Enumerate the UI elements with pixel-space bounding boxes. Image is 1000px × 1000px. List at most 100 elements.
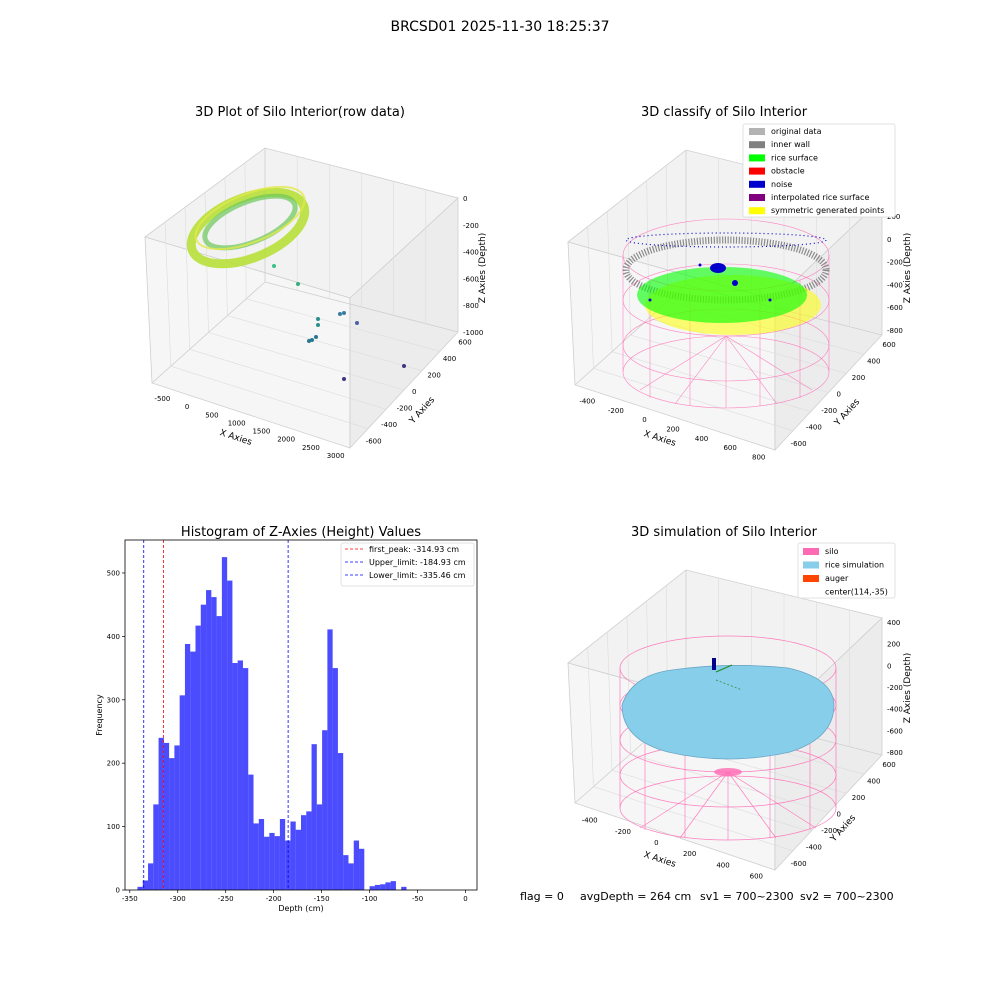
sim-y-tick: 200 <box>852 794 865 802</box>
histogram-bar <box>316 804 323 890</box>
raw-outlier <box>402 364 406 368</box>
raw-x-tick: 2000 <box>277 436 295 444</box>
cls-z-tick: -200 <box>887 259 903 267</box>
histogram-bar <box>327 629 333 890</box>
cls-x-tick: 0 <box>642 416 646 424</box>
histogram-bar <box>322 730 328 890</box>
raw-z-tick: -800 <box>463 302 479 310</box>
legend-swatch <box>803 548 819 555</box>
y-tick-label: 200 <box>107 760 120 768</box>
legend-label: Upper_limit: -184.93 cm <box>369 558 466 567</box>
x-tick-label: -100 <box>362 895 378 903</box>
raw-y-tick: 0 <box>412 388 416 396</box>
y-tick-label: 100 <box>107 823 120 831</box>
sim-x-tick: -400 <box>582 817 598 825</box>
panel-sim-title: 3D simulation of Silo Interior <box>631 525 818 540</box>
histogram-bar <box>211 597 217 890</box>
raw-z-ticks: 0 -200 -400 -600 -800 -1000 <box>463 195 483 337</box>
legend-swatch <box>749 141 765 149</box>
x-tick-label: -150 <box>314 895 330 903</box>
histogram-bars <box>137 557 407 890</box>
raw-y-tick: -200 <box>397 405 413 413</box>
histogram-bar <box>279 818 286 890</box>
histogram-bar <box>148 863 154 890</box>
classify-legend: original data inner wall rice surface obsta… <box>742 123 896 218</box>
cls-y-tick: -400 <box>806 423 822 431</box>
raw-x-tick: 1000 <box>228 419 246 427</box>
histogram-bar <box>137 886 143 890</box>
histogram-bar <box>274 836 280 890</box>
sim-y-tick: 400 <box>867 778 880 786</box>
legend-swatch <box>749 194 765 201</box>
histogram-bar <box>169 758 175 890</box>
histogram-bar <box>290 821 296 890</box>
histogram-bar <box>385 882 391 890</box>
raw-y-tick: -600 <box>366 438 382 446</box>
cls-y-tick: 600 <box>882 341 895 349</box>
legend-label: Lower_limit: -335.46 cm <box>369 571 466 580</box>
histogram-bar <box>264 836 270 890</box>
histogram-bar <box>206 590 212 890</box>
cls-z-tick: -800 <box>887 327 903 335</box>
sim-silo-bottom-center <box>714 768 742 776</box>
histogram-bar <box>369 886 375 890</box>
panel-histogram: Histogram of Z-Axies (Height) Values -35… <box>95 525 478 913</box>
sim-z-tick: -600 <box>887 727 903 735</box>
raw-outlier <box>296 282 300 286</box>
raw-y-tick: 200 <box>427 371 440 379</box>
histogram-title: Histogram of Z-Axies (Height) Values <box>181 525 421 540</box>
raw-z-tick: -400 <box>463 249 479 257</box>
raw-outlier <box>342 311 346 315</box>
raw-outlier <box>314 335 318 339</box>
histogram-bar <box>158 737 164 890</box>
legend-label: rice surface <box>771 153 818 162</box>
histogram-bar <box>184 643 191 890</box>
sim-x-tick: 400 <box>716 861 729 869</box>
raw-y-tick: 600 <box>458 338 471 346</box>
legend-label: silo <box>825 547 839 556</box>
cls-x-tick: -400 <box>579 398 595 406</box>
sim-z-tick: -800 <box>887 749 903 757</box>
histogram-bar <box>374 884 381 890</box>
cls-y-tick: 400 <box>867 358 880 366</box>
y-tick-label: 500 <box>107 569 120 577</box>
classify-z-ticks: 2000-200-400-600-800 <box>887 213 903 335</box>
classify-rice-surface <box>637 267 807 323</box>
raw-outlier <box>307 339 311 343</box>
sim-x-tick: 200 <box>683 850 696 858</box>
raw-outlier <box>316 323 320 327</box>
cls-x-tick: 600 <box>723 444 736 452</box>
histogram-bar <box>195 625 201 890</box>
raw-x-tick: 2500 <box>302 444 320 452</box>
legend-label: symmetric generated points <box>771 206 884 215</box>
sim-y-tick: 600 <box>882 761 895 769</box>
sim-legend: silo rice simulation auger center(114,-35) <box>797 542 896 599</box>
histogram-bar <box>311 744 317 890</box>
classify-noise-points <box>648 263 772 302</box>
histogram-bar <box>337 753 344 890</box>
histogram-bar <box>237 660 243 890</box>
histogram-bar <box>359 848 365 890</box>
raw-x-label: X Axies <box>218 428 253 448</box>
cls-z-tick: 0 <box>887 236 891 244</box>
sim-x-label: X Axies <box>642 850 677 870</box>
footer-avg-depth: avgDepth = 264 cm <box>580 890 691 903</box>
histogram-y-label: Frequency <box>95 694 104 736</box>
raw-outlier <box>355 321 359 325</box>
legend-swatch <box>749 167 765 175</box>
classify-z-label: Z Axies (Depth) <box>903 233 913 304</box>
legend-label: original data <box>771 127 822 136</box>
raw-point-cloud <box>186 185 406 381</box>
histogram-bar <box>332 668 338 890</box>
histogram-bar <box>348 863 354 890</box>
histogram-bar <box>163 742 170 890</box>
raw-x-tick: 0 <box>185 403 189 411</box>
raw-outlier <box>338 312 342 316</box>
legend-label: obstacle <box>771 167 805 176</box>
raw-outlier <box>342 377 346 381</box>
raw-z-tick: -200 <box>463 222 479 230</box>
legend-label: auger <box>825 574 849 583</box>
histogram-bar <box>232 663 238 890</box>
